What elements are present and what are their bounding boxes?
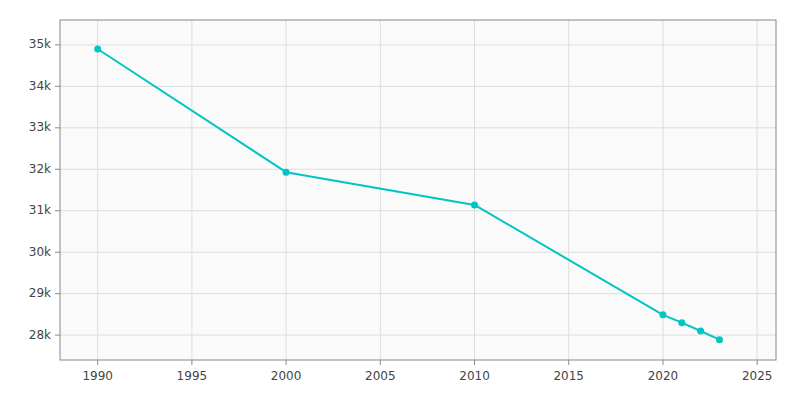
y-tick-mark [55,335,60,336]
data-point [283,169,290,176]
x-tick-mark [286,360,287,365]
data-point [678,319,685,326]
x-tick-label: 2025 [742,369,773,383]
y-tick-label: 35k [29,37,51,51]
y-tick-label: 28k [29,328,51,342]
x-tick-mark [568,360,569,365]
x-tick-mark [662,360,663,365]
x-tick-label: 2020 [648,369,679,383]
x-grid-line [191,20,192,360]
y-tick-mark [55,293,60,294]
x-tick-label: 2005 [365,369,396,383]
plot-background [60,20,776,360]
y-grid-line [60,86,776,87]
data-point [471,201,478,208]
y-grid-line [60,44,776,45]
y-grid-line [60,335,776,336]
y-grid-line [60,169,776,170]
y-tick-mark [55,86,60,87]
x-tick-label: 1990 [82,369,113,383]
x-tick-mark [380,360,381,365]
x-tick-mark [191,360,192,365]
x-tick-mark [474,360,475,365]
y-grid-line [60,210,776,211]
plot-frame [60,20,776,360]
x-grid-line [97,20,98,360]
data-point [659,311,666,318]
y-tick-mark [55,169,60,170]
y-tick-label: 33k [29,120,51,134]
axes: 28k 29k 30k 31k 32k 33k 34k 35k 1990 1995 2000 2005… [29,20,776,383]
y-tick-mark [55,127,60,128]
x-grid-line [662,20,663,360]
x-grid-line [286,20,287,360]
x-tick-label: 2010 [459,369,490,383]
data-line [98,49,720,340]
y-tick-mark [55,44,60,45]
y-tick-label: 29k [29,286,51,300]
x-tick-label: 2015 [553,369,584,383]
chart-svg: 28k 29k 30k 31k 32k 33k 34k 35k 1990 1995 2000 2005… [0,0,800,400]
x-grid-line [568,20,569,360]
data-point [697,327,704,334]
y-tick-label: 30k [29,245,51,259]
x-grid-line [757,20,758,360]
data-point [94,46,101,53]
y-tick-mark [55,210,60,211]
y-tick-label: 31k [29,203,51,217]
x-tick-mark [757,360,758,365]
y-tick-mark [55,252,60,253]
x-tick-label: 1995 [177,369,208,383]
y-grid-line [60,252,776,253]
y-grid-line [60,127,776,128]
data-point [716,336,723,343]
data-group [94,46,723,344]
x-tick-mark [97,360,98,365]
y-tick-label: 34k [29,79,51,93]
x-grid-line [380,20,381,360]
y-grid-line [60,293,776,294]
x-tick-label: 2000 [271,369,302,383]
chart-container: 28k 29k 30k 31k 32k 33k 34k 35k 1990 1995 2000 2005… [0,0,800,400]
grid [60,20,776,360]
y-tick-label: 32k [29,162,51,176]
x-grid-line [474,20,475,360]
